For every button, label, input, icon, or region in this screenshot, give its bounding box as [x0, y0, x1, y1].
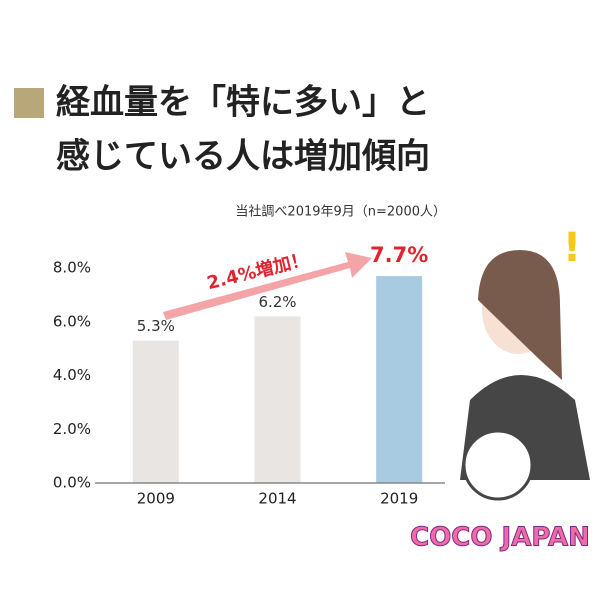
- y-tick-label: 4.0%: [53, 366, 91, 384]
- annotation-arrow: [163, 252, 372, 320]
- x-tick-label: 2014: [258, 490, 296, 508]
- source-note: 当社調べ2019年9月（n=2000人）: [235, 204, 446, 220]
- y-tick-label: 2.0%: [53, 420, 91, 438]
- y-tick-label: 8.0%: [53, 259, 91, 277]
- x-tick-label: 2019: [380, 490, 418, 508]
- logo: COCO JAPAN: [410, 523, 590, 553]
- value-label: 7.7%: [370, 243, 428, 267]
- chart-title: 感じている人は増加傾向: [56, 137, 430, 177]
- value-label: 6.2%: [258, 293, 296, 311]
- y-tick-label: 6.0%: [53, 312, 91, 330]
- exclamation: !: [563, 225, 581, 271]
- bar: [132, 340, 179, 483]
- chart-title: 経血量を「特に多い」と: [56, 83, 430, 123]
- bar: [254, 316, 301, 483]
- bar: [376, 276, 423, 483]
- title-marker: [14, 88, 44, 118]
- x-tick-label: 2009: [137, 490, 175, 508]
- illustration: !: [460, 225, 590, 501]
- y-tick-label: 0.0%: [53, 474, 91, 492]
- value-label: 5.3%: [137, 317, 175, 335]
